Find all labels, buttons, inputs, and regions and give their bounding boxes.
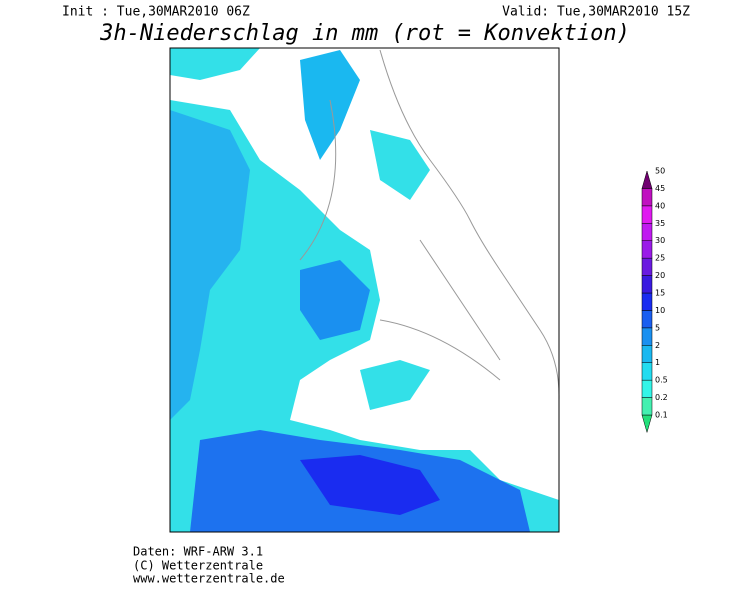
colorbar-label: 5 — [655, 323, 660, 332]
precip-area — [170, 100, 559, 532]
colorbar-label: 30 — [655, 236, 665, 245]
colorbar-label: 25 — [655, 254, 665, 263]
colorbar-label: 35 — [655, 219, 665, 228]
colorbar-segment — [641, 223, 653, 241]
colorbar-label: 0.5 — [655, 376, 668, 385]
colorbar-label: 0.2 — [655, 393, 668, 402]
colorbar-segment — [641, 327, 653, 346]
footer-line: Daten: WRF-ARW 3.1 — [133, 545, 263, 559]
colorbar-label: 1 — [655, 358, 660, 367]
colorbar-label: 40 — [655, 201, 665, 210]
colorbar-segment — [641, 310, 653, 329]
precip-area — [360, 360, 430, 410]
precip-area — [300, 455, 440, 515]
colorbar-label: 0.1 — [655, 411, 668, 420]
footer-line: (C) Wetterzentrale — [133, 559, 263, 573]
colorbar-segment — [641, 188, 653, 207]
colorbar-segment — [641, 292, 653, 311]
colorbar-label: 45 — [655, 184, 665, 193]
precip-area — [300, 50, 360, 160]
colorbar-label: 20 — [655, 271, 665, 280]
colorbar-segment — [641, 170, 653, 189]
init-time: Init : Tue,30MAR2010 06Z — [62, 5, 250, 20]
precip-area — [170, 110, 250, 420]
colorbar-label: 10 — [655, 306, 665, 315]
colorbar-segment — [641, 275, 653, 294]
colorbar-segment — [641, 379, 653, 398]
colorbar-segment — [641, 240, 653, 259]
colorbar-segment — [641, 205, 653, 224]
colorbar-segment — [641, 414, 653, 434]
footer-line: www.wetterzentrale.de — [133, 572, 285, 586]
precip-area — [300, 260, 370, 340]
precip-area — [170, 48, 260, 80]
border — [299, 49, 560, 401]
map — [169, 47, 560, 533]
colorbar-segment — [641, 362, 653, 381]
colorbar-label: 50 — [655, 167, 665, 176]
colorbar-segment — [641, 345, 653, 363]
map-frame — [169, 47, 560, 533]
colorbar-segment — [641, 257, 653, 276]
map-title: 3h-Niederschlag in mm (rot = Konvektion) — [99, 21, 630, 46]
colorbar-label: 15 — [655, 289, 665, 298]
colorbar-segment — [641, 397, 653, 416]
colorbar-label: 2 — [655, 341, 660, 350]
valid-time: Valid: Tue,30MAR2010 15Z — [502, 5, 690, 20]
precip-area — [370, 130, 430, 200]
